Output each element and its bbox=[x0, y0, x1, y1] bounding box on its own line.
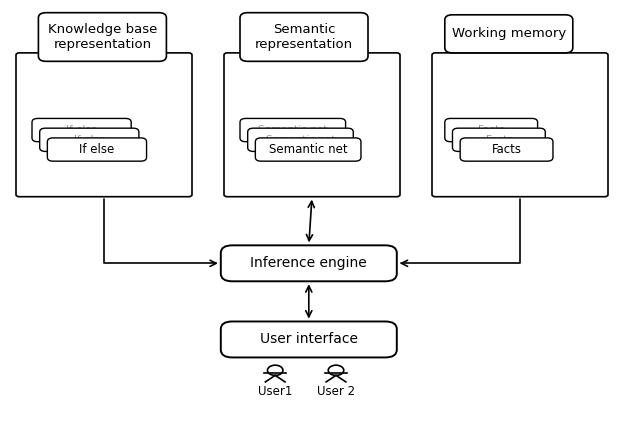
FancyBboxPatch shape bbox=[32, 118, 131, 142]
FancyBboxPatch shape bbox=[460, 138, 553, 161]
FancyBboxPatch shape bbox=[221, 245, 397, 281]
FancyBboxPatch shape bbox=[224, 53, 400, 197]
FancyBboxPatch shape bbox=[445, 118, 538, 142]
FancyBboxPatch shape bbox=[255, 138, 361, 161]
Text: Semantic net: Semantic net bbox=[269, 143, 348, 156]
Text: Inference engine: Inference engine bbox=[250, 256, 367, 270]
FancyBboxPatch shape bbox=[221, 321, 397, 357]
Text: Semantic
representation: Semantic representation bbox=[255, 23, 353, 51]
Text: User1: User1 bbox=[258, 385, 292, 398]
Text: If else: If else bbox=[79, 143, 115, 156]
Text: Knowledge base
representation: Knowledge base representation bbox=[48, 23, 157, 51]
FancyBboxPatch shape bbox=[240, 13, 368, 61]
FancyBboxPatch shape bbox=[240, 118, 346, 142]
Text: Working memory: Working memory bbox=[452, 27, 566, 40]
FancyBboxPatch shape bbox=[40, 128, 139, 151]
Text: Facts: Facts bbox=[492, 143, 522, 156]
Text: Facts: Facts bbox=[486, 135, 512, 145]
FancyBboxPatch shape bbox=[432, 53, 608, 197]
Text: Semantic net: Semantic net bbox=[266, 135, 335, 145]
Text: If else: If else bbox=[74, 135, 105, 145]
FancyBboxPatch shape bbox=[16, 53, 192, 197]
FancyBboxPatch shape bbox=[445, 15, 573, 53]
FancyBboxPatch shape bbox=[47, 138, 147, 161]
Text: User interface: User interface bbox=[260, 332, 358, 346]
Text: Semantic net: Semantic net bbox=[258, 125, 328, 135]
Text: If else: If else bbox=[66, 125, 97, 135]
Text: User 2: User 2 bbox=[317, 385, 355, 398]
Text: Facts: Facts bbox=[478, 125, 504, 135]
FancyBboxPatch shape bbox=[248, 128, 353, 151]
FancyBboxPatch shape bbox=[38, 13, 166, 61]
FancyBboxPatch shape bbox=[452, 128, 545, 151]
